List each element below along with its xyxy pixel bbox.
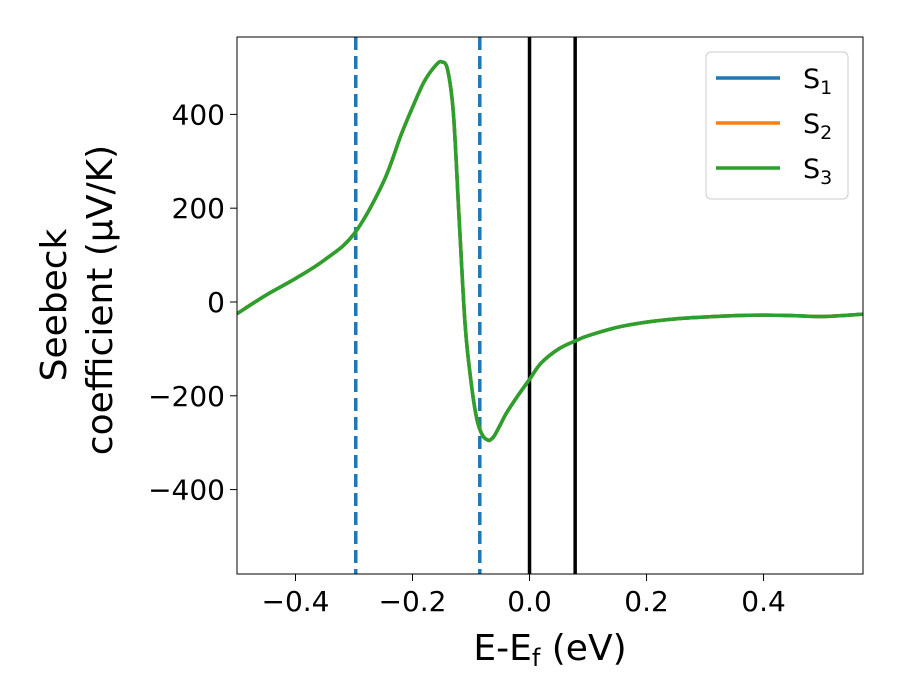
x-tick-label: −0.4 [262, 585, 330, 618]
y-tick-label: 0 [207, 286, 225, 319]
y-tick-label: 200 [172, 192, 225, 225]
legend-label-s3: S3 [803, 154, 832, 189]
legend-label-s2: S2 [803, 109, 832, 144]
x-tick-label: 0.2 [624, 585, 669, 618]
plot-frame [236, 36, 864, 575]
x-tick-label: 0.4 [741, 585, 786, 618]
series-line-s3 [237, 59, 863, 443]
legend-label-s1: S1 [803, 64, 832, 99]
legend-box [705, 51, 849, 200]
y-tick-label: 400 [172, 98, 225, 131]
legend: S1 S2 S3 [705, 51, 849, 200]
y-axis-ticks: 400 200 0 −200 −400 [148, 98, 237, 507]
x-tick-label: 0.0 [507, 585, 552, 618]
vertical-reference-lines [354, 37, 577, 574]
y-tick-label: −400 [148, 474, 225, 507]
x-axis-label: E-Ef (eV) [473, 628, 626, 672]
y-tick-label: −200 [148, 380, 225, 413]
x-tick-label: −0.2 [379, 585, 447, 618]
y-axis-label-line2: coefficient (μV/K) [80, 145, 121, 455]
x-axis-ticks: −0.4 −0.2 0.0 0.2 0.4 [262, 574, 786, 618]
series-lines [237, 59, 863, 443]
y-axis-label-line1: Seebeck [34, 228, 75, 381]
